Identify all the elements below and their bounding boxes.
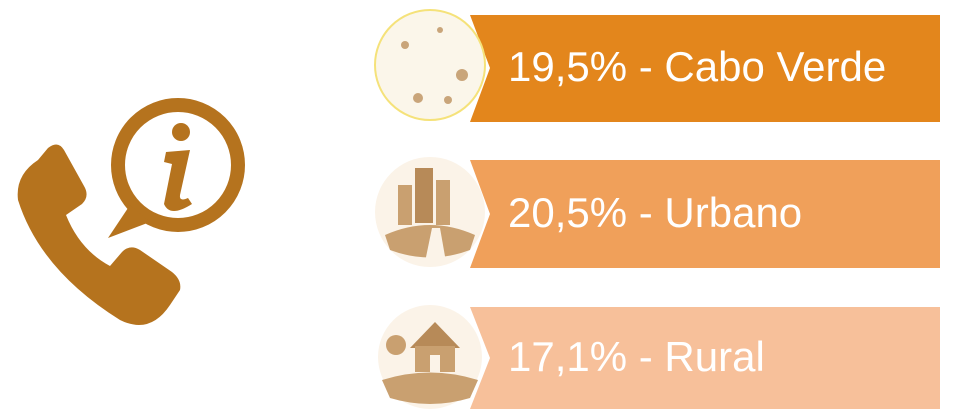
phone-info-icon	[17, 98, 245, 325]
item-1: 19,5% - Cabo Verde	[374, 9, 940, 122]
item-3: 17,1% - Rural	[378, 305, 940, 409]
item-label: 20,5% - Urbano	[508, 189, 802, 236]
banner	[470, 307, 940, 409]
item-label: 19,5% - Cabo Verde	[508, 43, 886, 90]
item-label: 17,1% - Rural	[508, 333, 765, 380]
cabo-verde-icon	[374, 9, 486, 121]
item-2: 20,5% - Urbano	[375, 157, 940, 268]
banner	[470, 160, 940, 268]
banner	[470, 15, 940, 122]
